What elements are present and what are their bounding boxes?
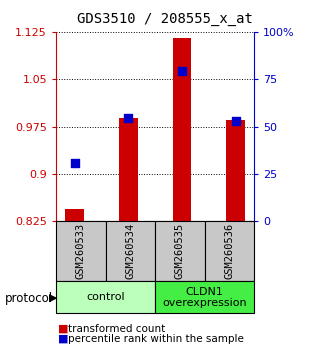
Text: CLDN1
overexpression: CLDN1 overexpression [162, 286, 247, 308]
Bar [119, 118, 138, 221]
Point [126, 115, 131, 121]
Text: GSM260533: GSM260533 [76, 223, 86, 279]
Text: control: control [86, 292, 125, 302]
FancyBboxPatch shape [205, 221, 254, 281]
Bar [65, 209, 84, 221]
Bar [226, 120, 245, 221]
Text: percentile rank within the sample: percentile rank within the sample [68, 334, 244, 344]
Text: GSM260535: GSM260535 [175, 223, 185, 279]
Text: ■: ■ [58, 324, 68, 333]
FancyBboxPatch shape [56, 281, 155, 313]
Point [233, 118, 238, 124]
Text: GSM260536: GSM260536 [224, 223, 234, 279]
Point [72, 160, 77, 165]
FancyBboxPatch shape [106, 221, 155, 281]
Point [179, 68, 184, 74]
Text: GDS3510 / 208555_x_at: GDS3510 / 208555_x_at [77, 12, 253, 27]
FancyBboxPatch shape [155, 281, 254, 313]
FancyBboxPatch shape [155, 221, 205, 281]
Text: ▶: ▶ [49, 293, 57, 303]
Text: ■: ■ [58, 334, 68, 344]
Text: GSM260534: GSM260534 [125, 223, 135, 279]
Text: transformed count: transformed count [68, 324, 165, 333]
Bar [173, 38, 191, 221]
Text: protocol: protocol [5, 292, 53, 304]
FancyBboxPatch shape [56, 221, 106, 281]
